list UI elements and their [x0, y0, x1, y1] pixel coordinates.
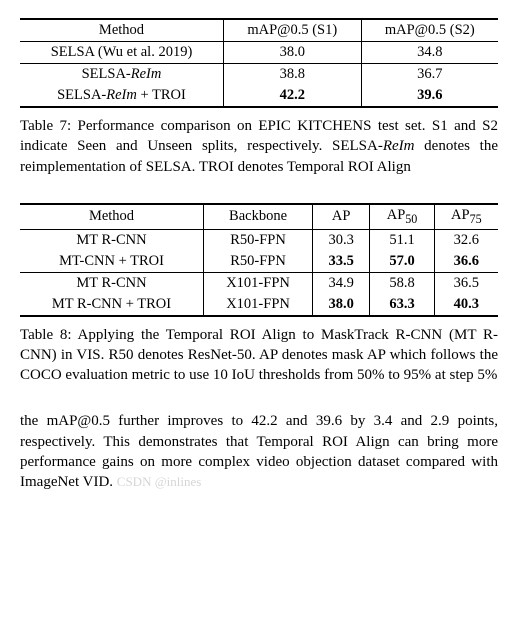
table-8: Method Backbone AP AP50 AP75 MT R-CNN R5… — [20, 203, 498, 317]
t8-cell-ap: 38.0 — [313, 294, 370, 316]
t8-header-ap75: AP75 — [434, 204, 498, 229]
t7-cell-s2: 39.6 — [361, 85, 498, 107]
watermark-text: CSDN @inlines — [117, 474, 202, 489]
body-paragraph: the mAP@0.5 further improves to 42.2 and… — [20, 411, 498, 492]
t8-cell-ap75: 36.6 — [434, 251, 498, 273]
t7-header-method: Method — [20, 19, 223, 42]
table-7-caption: Table 7: Performance comparison on EPIC … — [20, 116, 498, 177]
t8-cell-ap75: 40.3 — [434, 294, 498, 316]
t7-cell-method: SELSA-ReIm + TROI — [20, 85, 223, 107]
t7-cell-method: SELSA (Wu et al. 2019) — [20, 42, 223, 64]
t8-header-ap: AP — [313, 204, 370, 229]
t7-cell-s2: 36.7 — [361, 64, 498, 86]
t8-cell-ap50: 58.8 — [370, 272, 434, 294]
t8-cell-ap: 34.9 — [313, 272, 370, 294]
t8-cell-method: MT-CNN + TROI — [20, 251, 204, 273]
t8-cell-method: MT R-CNN — [20, 229, 204, 251]
t7-cell-s1: 38.8 — [223, 64, 361, 86]
t8-cell-ap75: 36.5 — [434, 272, 498, 294]
t7-cell-s1: 42.2 — [223, 85, 361, 107]
t7-cell-s2: 34.8 — [361, 42, 498, 64]
t8-cell-ap50: 51.1 — [370, 229, 434, 251]
table-7: Method mAP@0.5 (S1) mAP@0.5 (S2) SELSA (… — [20, 18, 498, 108]
t8-cell-ap75: 32.6 — [434, 229, 498, 251]
t8-cell-ap50: 63.3 — [370, 294, 434, 316]
t8-cell-backbone: R50-FPN — [204, 229, 313, 251]
t8-cell-backbone: X101-FPN — [204, 272, 313, 294]
body-text-content: the mAP@0.5 further improves to 42.2 and… — [20, 413, 498, 490]
t8-header-method: Method — [20, 204, 204, 229]
t8-cell-backbone: X101-FPN — [204, 294, 313, 316]
table-8-caption: Table 8: Applying the Temporal ROI Align… — [20, 325, 498, 386]
t7-cell-method: SELSA-ReIm — [20, 64, 223, 86]
t7-header-s1: mAP@0.5 (S1) — [223, 19, 361, 42]
t8-cell-method: MT R-CNN + TROI — [20, 294, 204, 316]
t8-cell-backbone: R50-FPN — [204, 251, 313, 273]
t7-cell-s1: 38.0 — [223, 42, 361, 64]
t8-header-backbone: Backbone — [204, 204, 313, 229]
t8-cell-ap: 30.3 — [313, 229, 370, 251]
t8-cell-ap50: 57.0 — [370, 251, 434, 273]
t8-header-ap50: AP50 — [370, 204, 434, 229]
t7-header-s2: mAP@0.5 (S2) — [361, 19, 498, 42]
t8-cell-method: MT R-CNN — [20, 272, 204, 294]
t8-cell-ap: 33.5 — [313, 251, 370, 273]
